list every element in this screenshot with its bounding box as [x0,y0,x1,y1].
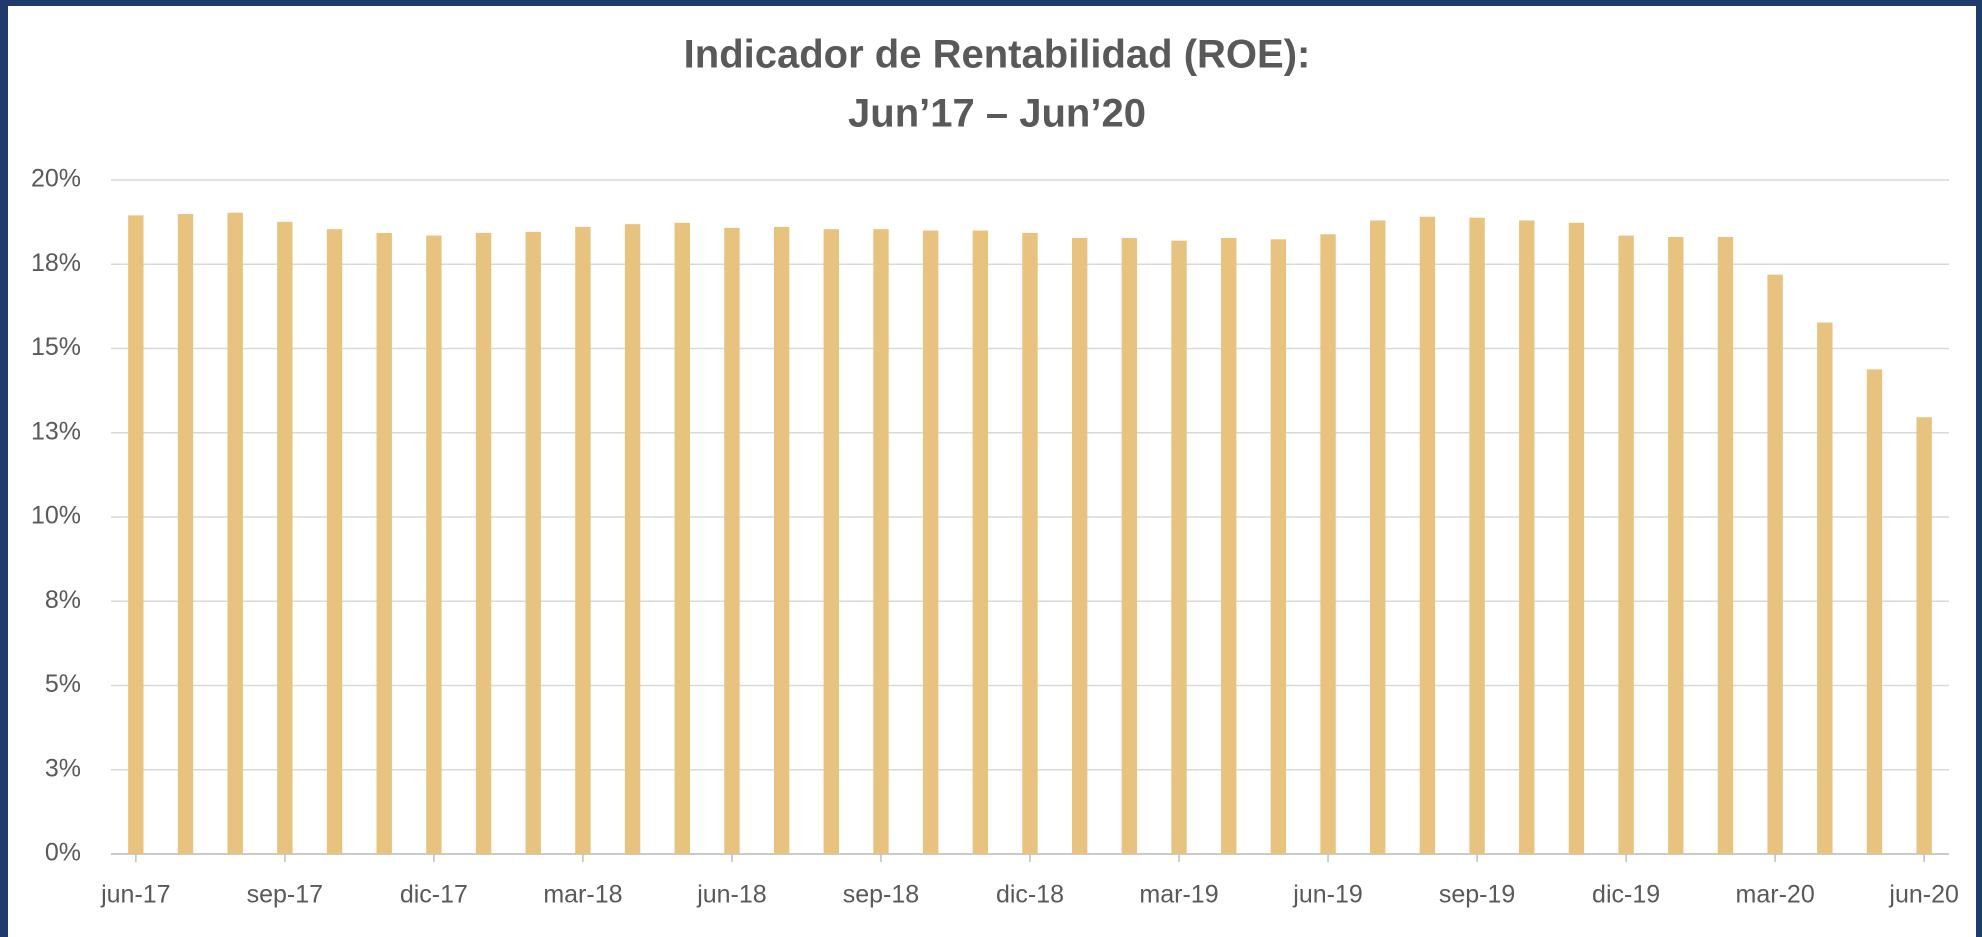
bar [972,230,989,855]
bar [1071,237,1088,855]
y-tick-label: 5% [45,670,81,698]
bar [1817,322,1833,854]
chart-title: Indicador de Rentabilidad (ROE): [684,33,1311,77]
y-tick-label: 0% [45,839,81,867]
bar [1270,239,1287,854]
bar [1370,220,1386,854]
bar [773,226,790,854]
bar [1668,236,1684,854]
bar [575,226,591,854]
bar [475,232,492,854]
x-tick-label: sep-19 [1439,881,1515,909]
bar [227,212,243,855]
bar [1121,237,1138,855]
y-tick-label: 3% [45,754,81,782]
bar [873,229,889,854]
bar [823,229,839,854]
bar [1171,240,1187,854]
x-tick-label: jun-19 [1292,881,1363,909]
x-tick-label: dic-18 [996,881,1064,909]
bar [128,215,144,854]
x-tick-label: sep-18 [843,881,919,909]
bar [724,227,740,854]
x-tick-label: dic-17 [400,881,468,909]
bar [1469,217,1485,854]
y-tick-label: 15% [31,333,81,361]
x-tick-label: jun-20 [1888,881,1959,909]
y-tick-label: 10% [31,502,81,530]
bar [1519,220,1535,854]
x-tick-label: mar-19 [1139,881,1218,909]
bar [1767,274,1783,854]
x-tick-label: sep-17 [247,881,323,909]
bar [277,221,293,855]
bar [1717,236,1734,854]
bar [1419,216,1436,854]
bar [674,222,690,854]
x-tick-label: jun-17 [100,881,171,909]
bar [525,231,541,854]
bar [376,232,392,854]
bar [1568,222,1585,854]
bar [1320,234,1336,854]
y-tick-label: 13% [31,417,81,445]
bar [177,214,194,855]
x-tick-label: mar-20 [1736,881,1815,909]
chart-title: Jun’17 – Jun’20 [848,92,1146,136]
y-tick-label: 8% [45,586,81,614]
x-tick-label: mar-18 [543,881,622,909]
bar [326,229,343,854]
bar [1866,369,1883,854]
x-tick-label: dic-19 [1592,881,1660,909]
bar [1618,235,1634,855]
bar [1221,237,1237,855]
bar [1916,417,1932,854]
y-tick-label: 20% [31,165,81,193]
x-tick-label: jun-18 [696,881,767,909]
bar [922,230,939,855]
bar [624,224,641,855]
bar [1022,232,1038,854]
y-tick-label: 18% [31,249,81,277]
bar [426,235,442,855]
